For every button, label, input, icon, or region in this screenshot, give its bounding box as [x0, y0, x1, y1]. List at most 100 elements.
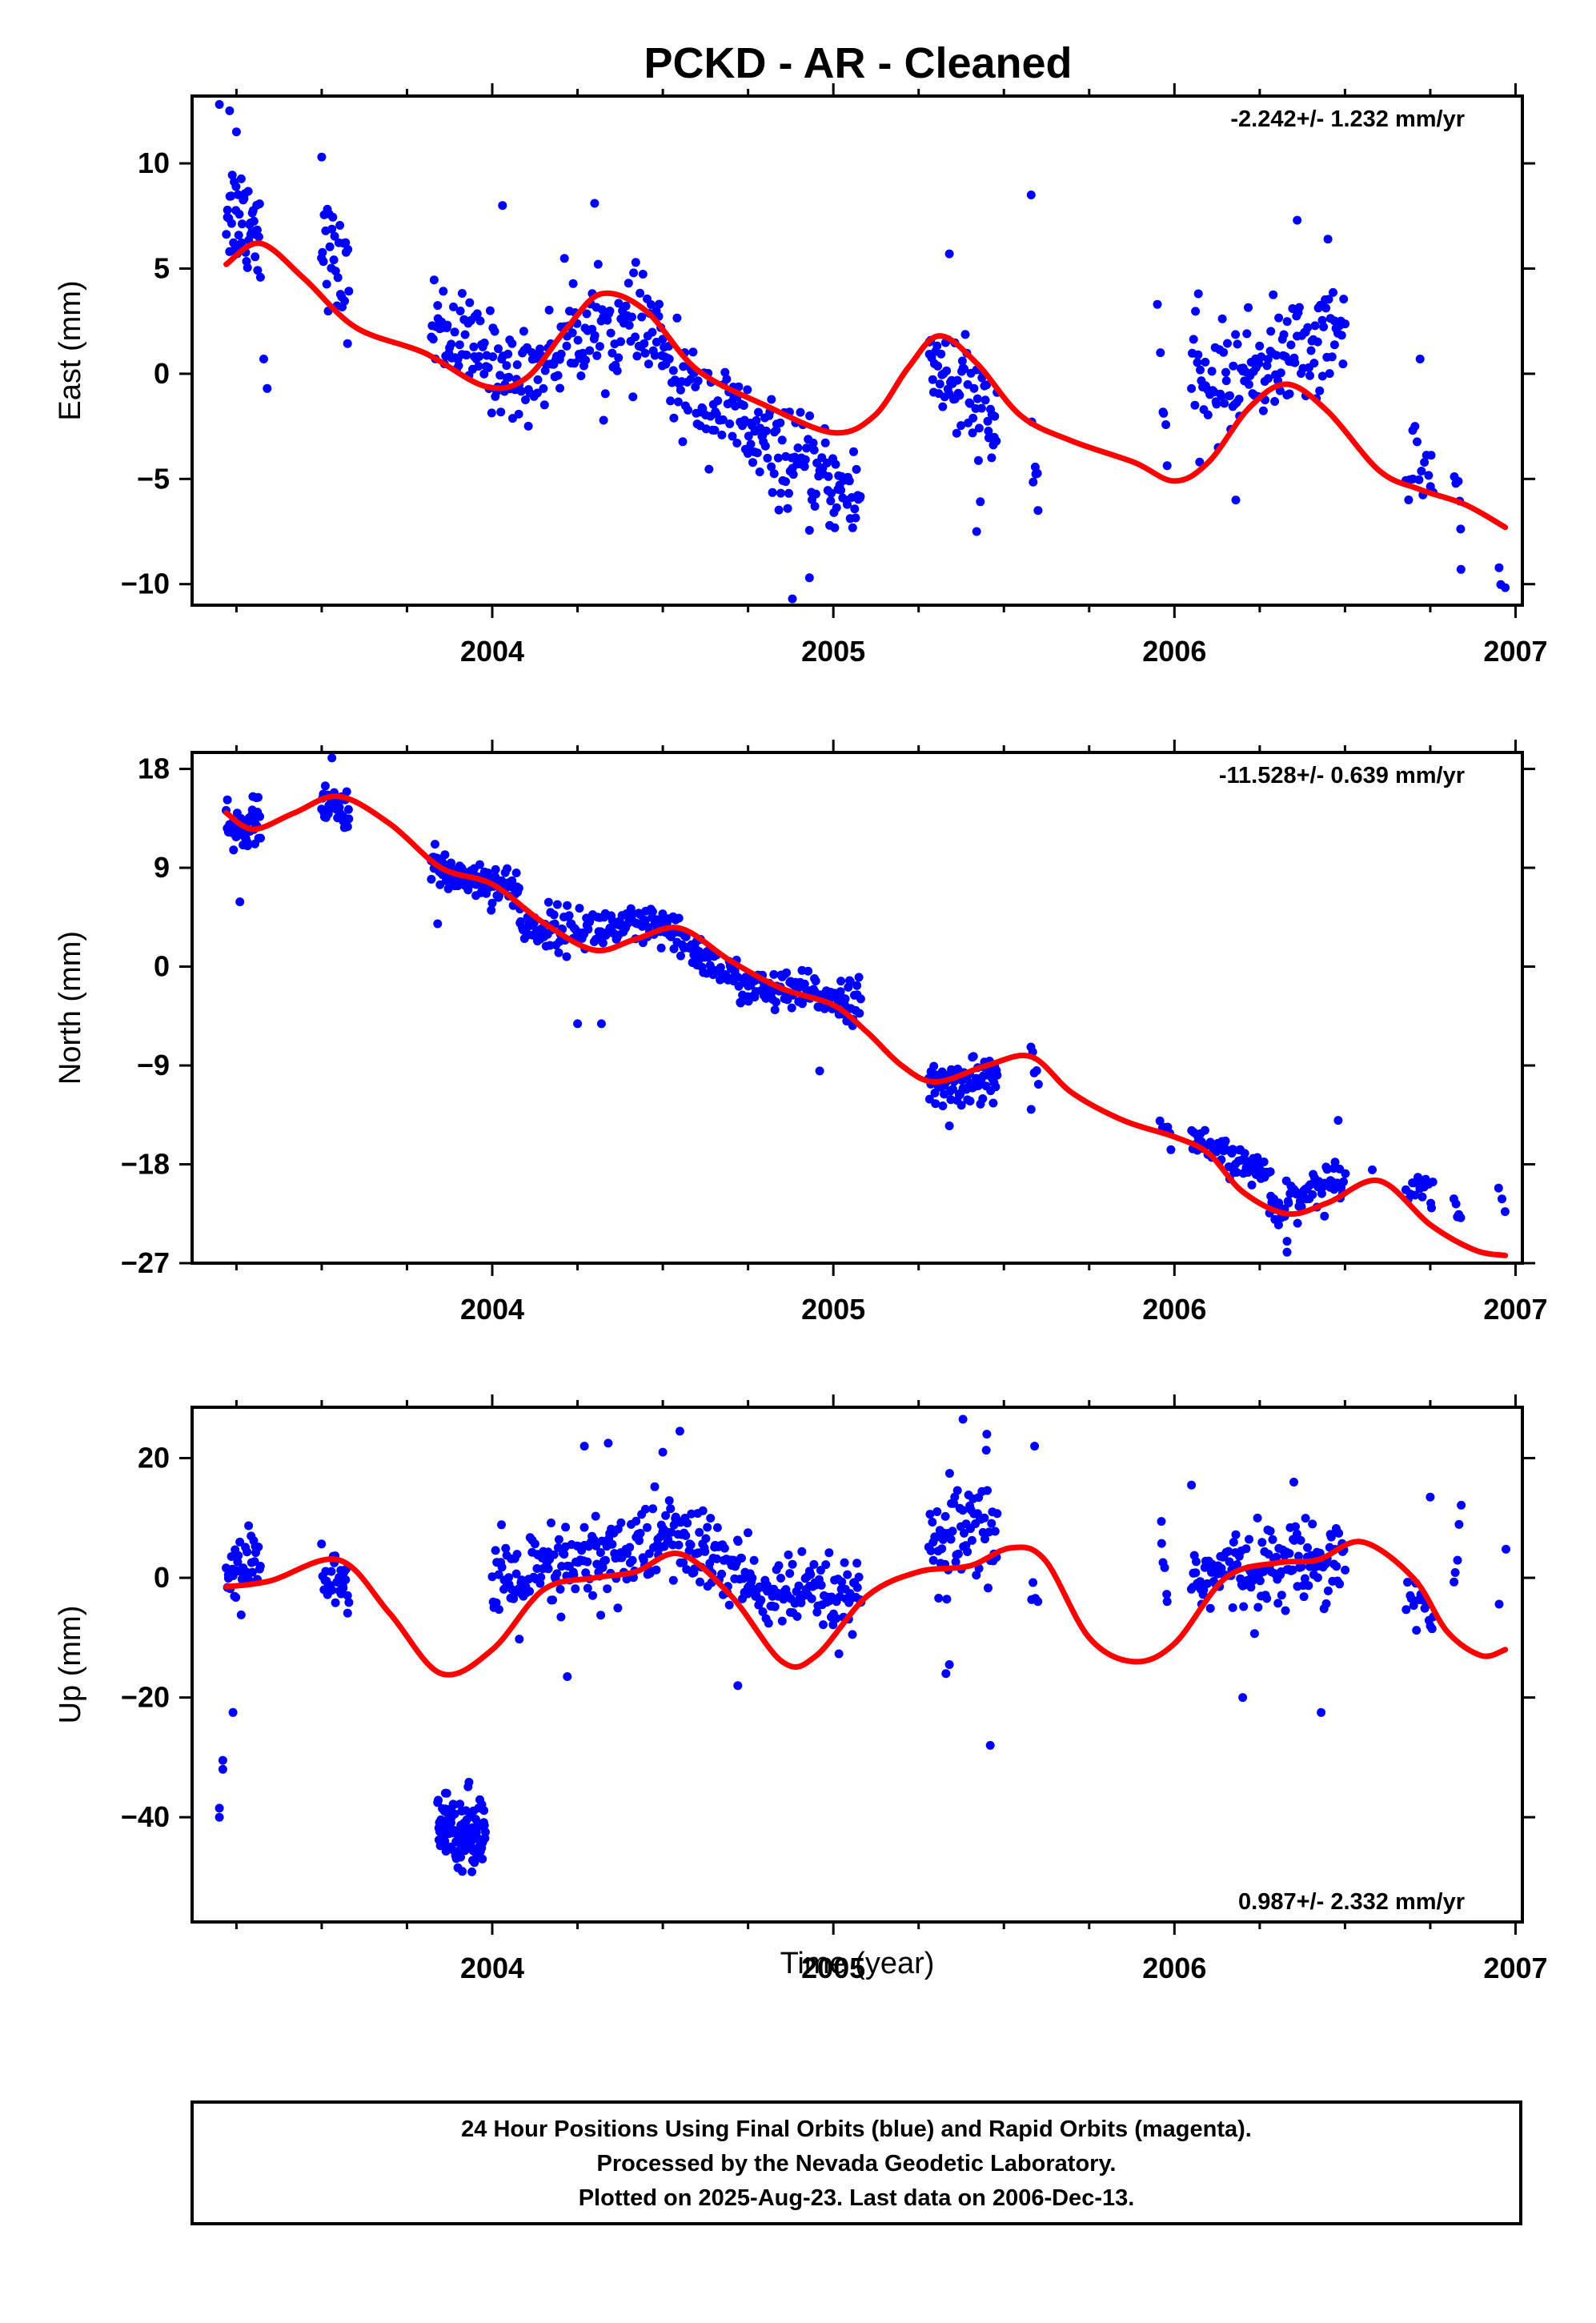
data-point [1501, 583, 1510, 592]
data-point [449, 302, 458, 311]
data-point [788, 594, 797, 604]
data-point [535, 344, 545, 354]
data-point [1319, 322, 1329, 331]
data-point [658, 335, 668, 344]
data-point [990, 1527, 1000, 1536]
data-point [440, 850, 450, 860]
data-point [475, 316, 485, 326]
data-point [1249, 1629, 1259, 1639]
data-point [1403, 1578, 1412, 1587]
data-point [928, 1518, 937, 1527]
data-point [840, 994, 850, 1004]
data-point [734, 382, 744, 391]
data-point [494, 1605, 503, 1615]
data-point [1196, 1577, 1205, 1587]
data-point [628, 1555, 637, 1565]
y-tick-label: −27 [121, 1246, 170, 1279]
data-point [640, 348, 650, 358]
data-point [758, 1607, 768, 1616]
data-point [1424, 471, 1434, 480]
data-point [554, 948, 563, 957]
data-point [455, 307, 465, 315]
data-point [1284, 1198, 1293, 1208]
data-point [770, 1005, 780, 1014]
data-point [806, 1570, 816, 1579]
data-point [934, 1594, 944, 1603]
data-point [1293, 215, 1302, 225]
x-tick-label: 2005 [801, 635, 865, 668]
data-point [1026, 191, 1036, 199]
footer-line-2: Processed by the Nevada Geodetic Laborat… [597, 2151, 1117, 2177]
data-point [1205, 1137, 1215, 1147]
data-point [1224, 1547, 1233, 1556]
data-point [561, 1523, 571, 1532]
data-point [968, 413, 978, 423]
data-point [952, 375, 962, 385]
data-point [507, 876, 517, 885]
data-point [456, 1852, 465, 1862]
data-point [1244, 379, 1253, 389]
data-point [1323, 1586, 1333, 1595]
data-point [769, 469, 779, 479]
x-tick-label: 2004 [460, 635, 524, 668]
data-point [467, 1867, 477, 1876]
data-point [1427, 1624, 1437, 1634]
data-point [583, 1583, 592, 1593]
data-point [631, 258, 640, 267]
data-point [648, 907, 657, 917]
data-point [1450, 1577, 1459, 1587]
data-point [229, 845, 239, 855]
data-point [933, 361, 943, 371]
data-point [447, 339, 456, 349]
data-point [254, 1543, 263, 1552]
data-point [968, 1052, 978, 1061]
data-point [597, 305, 607, 315]
x-tick-label: 2004 [460, 1293, 524, 1326]
x-tick-label: 2005 [801, 1952, 865, 1984]
data-point [1162, 461, 1172, 471]
data-point [952, 428, 961, 438]
data-point [837, 1577, 847, 1587]
data-point [631, 332, 640, 342]
data-point [1339, 1177, 1348, 1186]
data-point [247, 1567, 257, 1577]
data-point [1190, 400, 1200, 410]
data-point [848, 1630, 857, 1639]
data-point [1317, 371, 1327, 381]
data-point [932, 341, 942, 351]
data-point [1297, 1562, 1306, 1571]
data-point [1232, 1168, 1241, 1177]
data-point [494, 1570, 503, 1579]
data-point [320, 781, 330, 791]
data-point [563, 1672, 572, 1681]
data-point [569, 1570, 579, 1579]
data-point [926, 1546, 936, 1555]
y-axis-label: East (mm) [54, 280, 87, 420]
data-point [958, 1506, 968, 1515]
data-point [236, 174, 246, 183]
data-point [725, 419, 735, 428]
data-point [1255, 1576, 1265, 1586]
data-point [1310, 321, 1320, 331]
data-point [686, 375, 696, 384]
data-point [1221, 1136, 1230, 1145]
data-point [816, 1566, 825, 1575]
data-point [1500, 1207, 1510, 1217]
data-point [718, 415, 728, 424]
east-panel: 2004 2005 2006 2007 10 5 0 −5 −10 East (mm) -2.242… [54, 83, 1548, 668]
data-point [960, 1528, 968, 1538]
data-point [1450, 1568, 1460, 1577]
data-point [591, 1511, 600, 1521]
data-point [1201, 357, 1210, 367]
data-point [625, 1543, 635, 1552]
data-point [501, 1543, 511, 1553]
data-point [1413, 437, 1422, 447]
data-point [1229, 361, 1238, 371]
data-point [256, 833, 265, 843]
data-point [333, 273, 343, 283]
data-point [525, 1587, 535, 1596]
data-point [479, 338, 489, 347]
data-point [590, 331, 600, 340]
y-tick-label: −9 [137, 1049, 170, 1081]
